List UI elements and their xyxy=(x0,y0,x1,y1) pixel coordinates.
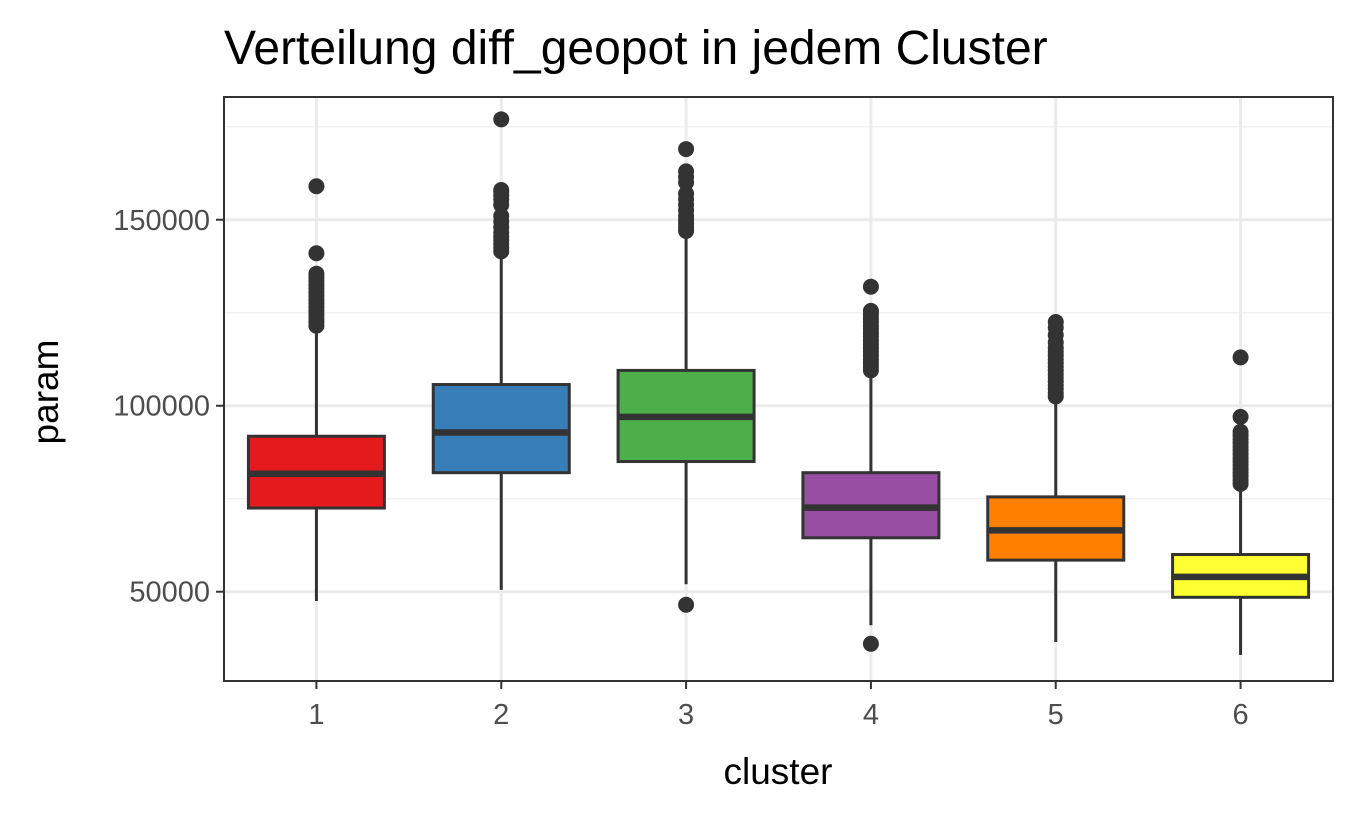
outlier-point xyxy=(308,265,325,282)
outlier-point xyxy=(308,178,325,195)
x-axis-label: cluster xyxy=(724,751,833,792)
chart-title: Verteilung diff_geopot in jedem Cluster xyxy=(224,22,1048,75)
outlier-point xyxy=(493,208,510,225)
x-tick-label: 2 xyxy=(493,699,509,731)
outlier-point xyxy=(308,245,325,262)
outlier-point xyxy=(493,111,510,128)
x-tick-label: 3 xyxy=(678,699,694,731)
x-tick-label: 6 xyxy=(1233,699,1249,731)
outlier-point xyxy=(678,141,695,158)
y-tick-label: 50000 xyxy=(129,577,210,609)
outlier-point xyxy=(862,302,879,319)
outlier-point xyxy=(678,163,695,180)
x-tick-label: 5 xyxy=(1048,699,1064,731)
panel-border xyxy=(223,96,1334,682)
box-cluster-2 xyxy=(431,383,571,475)
outlier-point xyxy=(1232,349,1249,366)
y-tick-label: 150000 xyxy=(113,205,210,237)
outlier-point xyxy=(678,596,695,613)
plot-area: 50000 100000 150000 1 2 3 4 5 6 xyxy=(113,96,1334,731)
x-tick-label: 4 xyxy=(863,699,879,731)
outlier-point xyxy=(678,185,695,202)
outlier-point xyxy=(1232,423,1249,440)
outlier-point xyxy=(862,278,879,295)
panel-background xyxy=(224,97,1333,681)
outlier-point xyxy=(1047,314,1064,331)
y-tick-label: 100000 xyxy=(113,391,210,423)
outlier-point xyxy=(1232,408,1249,425)
x-tick-label: 1 xyxy=(308,699,324,731)
y-axis-label: param xyxy=(25,340,66,445)
outlier-point xyxy=(862,635,879,652)
outlier-point xyxy=(493,181,510,198)
